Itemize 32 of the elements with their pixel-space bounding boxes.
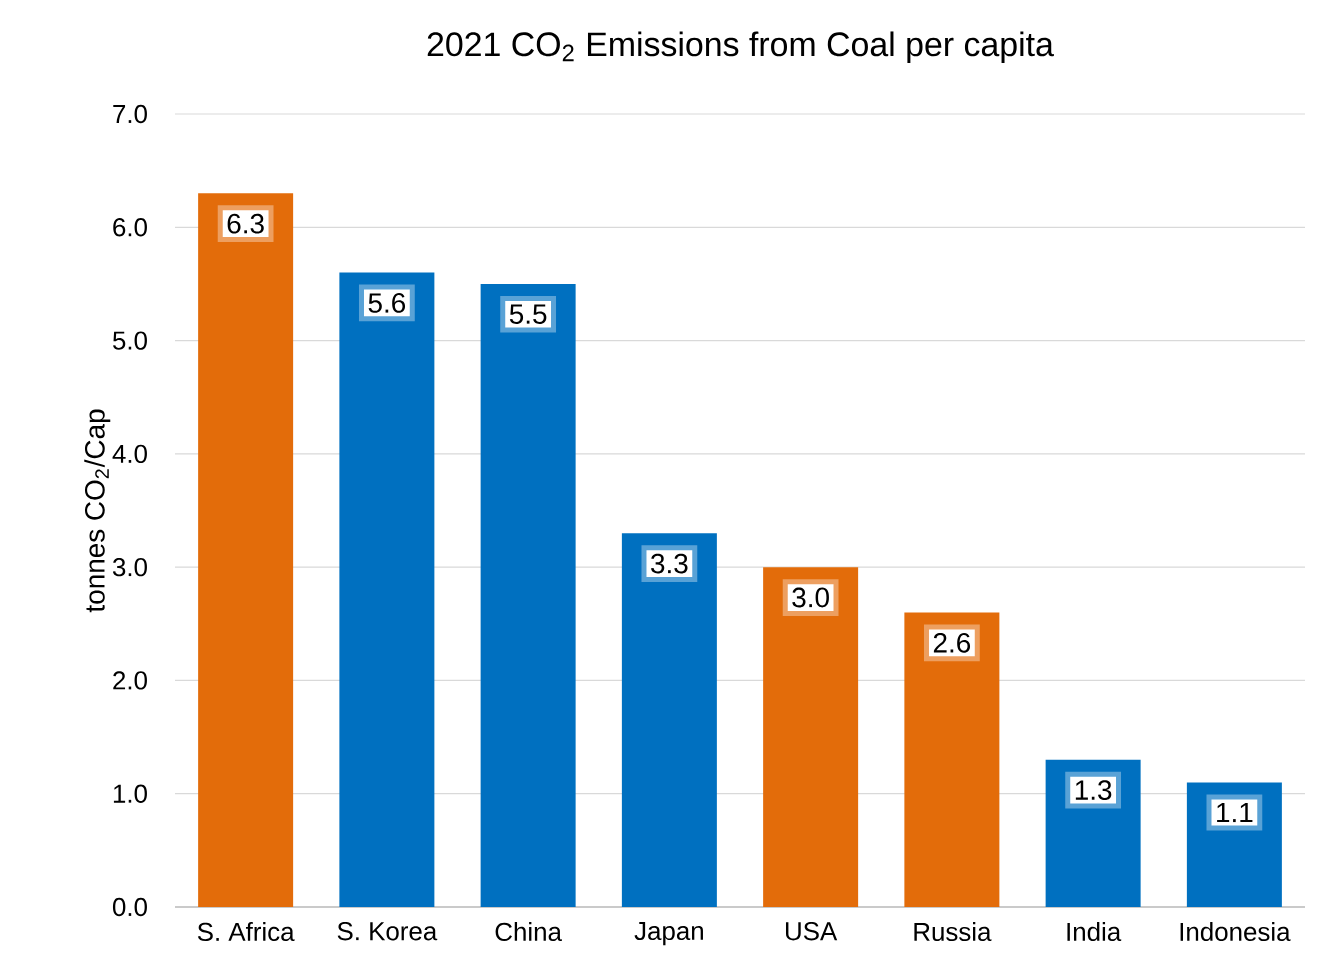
x-tick-label: India xyxy=(1067,922,1122,942)
data-label: 5.6 xyxy=(368,293,406,313)
y-tick-label: 6.0 xyxy=(113,218,147,237)
data-label: 2.6 xyxy=(933,632,971,653)
y-axis-title: tonnes CO$_{2}$/Cap xyxy=(84,409,111,613)
x-tick-label: China xyxy=(495,922,562,942)
y-tick-label: 3.0 xyxy=(112,557,147,577)
y-tick-label: 2.0 xyxy=(113,671,147,690)
bar xyxy=(763,567,859,907)
bar xyxy=(480,283,576,907)
data-label: 6.3 xyxy=(227,213,264,234)
bar xyxy=(198,193,294,907)
chart-title: 2021 CO$_{2}$ Emissions from Coal per capita xyxy=(427,31,1054,64)
bar xyxy=(904,612,1000,907)
y-tick-label: 5.0 xyxy=(112,331,147,350)
data-label: 1.3 xyxy=(1075,780,1112,800)
bar xyxy=(339,272,435,907)
x-tick-label: Russia xyxy=(914,922,992,942)
y-tick-label: 7.0 xyxy=(113,104,147,124)
y-tick-label: 0.0 xyxy=(112,897,147,917)
x-tick-label: S. Africa xyxy=(197,922,295,942)
x-tick-label: USA xyxy=(786,922,838,941)
data-label: 3.3 xyxy=(651,553,688,574)
y-tick-label: 1.0 xyxy=(113,784,147,803)
x-tick-label: Japan xyxy=(634,922,703,946)
y-tick-label: 4.0 xyxy=(112,444,147,464)
data-label: 3.0 xyxy=(792,587,829,608)
x-tick-label: Indonesia xyxy=(1180,922,1291,942)
bar xyxy=(621,533,717,907)
x-tick-label: S. Korea xyxy=(337,922,438,941)
data-label: 1.1 xyxy=(1217,802,1253,823)
data-label: 5.5 xyxy=(509,304,547,324)
